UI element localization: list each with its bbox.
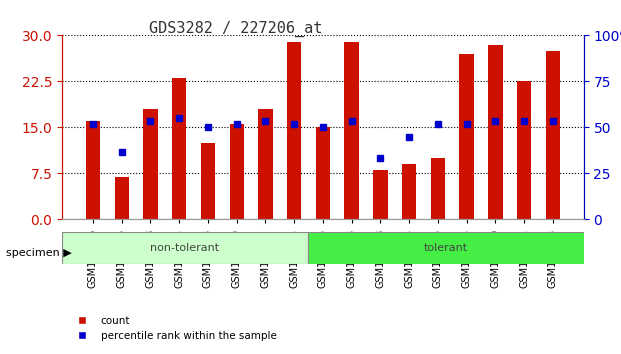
Bar	[258, 109, 273, 219]
Legend: count, percentile rank within the sample: count, percentile rank within the sample	[67, 312, 281, 345]
Bar	[517, 81, 532, 219]
Bar	[287, 41, 301, 219]
Bar	[373, 170, 388, 219]
Text: specimen ▶: specimen ▶	[6, 248, 72, 258]
Text: non-tolerant: non-tolerant	[150, 243, 219, 253]
Bar	[431, 158, 445, 219]
Bar	[315, 127, 330, 219]
Bar	[172, 78, 186, 219]
Bar	[307, 232, 584, 264]
Bar	[86, 121, 100, 219]
Bar	[201, 143, 215, 219]
Bar	[143, 109, 158, 219]
Bar	[62, 232, 307, 264]
Bar	[402, 164, 416, 219]
Text: GDS3282 / 227206_at: GDS3282 / 227206_at	[149, 21, 323, 38]
Bar	[230, 124, 244, 219]
Text: tolerant: tolerant	[424, 243, 468, 253]
Bar	[546, 51, 560, 219]
Bar	[345, 41, 359, 219]
Bar	[460, 54, 474, 219]
Bar	[114, 177, 129, 219]
Bar	[488, 45, 502, 219]
